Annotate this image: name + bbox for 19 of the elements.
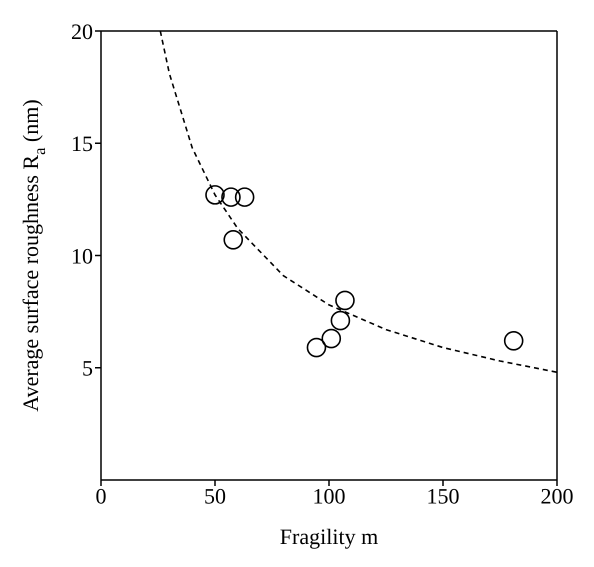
- point: [321, 328, 342, 348]
- x-tick-label: 150: [426, 484, 460, 509]
- x-tick-label: 0: [96, 484, 106, 509]
- y-tick-label: 15: [71, 131, 93, 156]
- point: [504, 331, 524, 351]
- x-axis-title: Fragility m: [280, 524, 378, 549]
- point: [330, 310, 350, 330]
- point: [223, 230, 244, 250]
- point: [205, 185, 225, 205]
- point: [221, 187, 241, 207]
- point: [234, 187, 254, 207]
- point: [306, 338, 326, 358]
- y-tick-label: 20: [71, 18, 93, 44]
- x-tick-label: 50: [204, 484, 226, 509]
- y-tick-label: 10: [71, 243, 93, 268]
- x-tick-label: 100: [312, 484, 346, 509]
- x-tick-label: 200: [540, 484, 574, 509]
- y-tick-label: 5: [82, 356, 93, 381]
- point: [335, 290, 355, 310]
